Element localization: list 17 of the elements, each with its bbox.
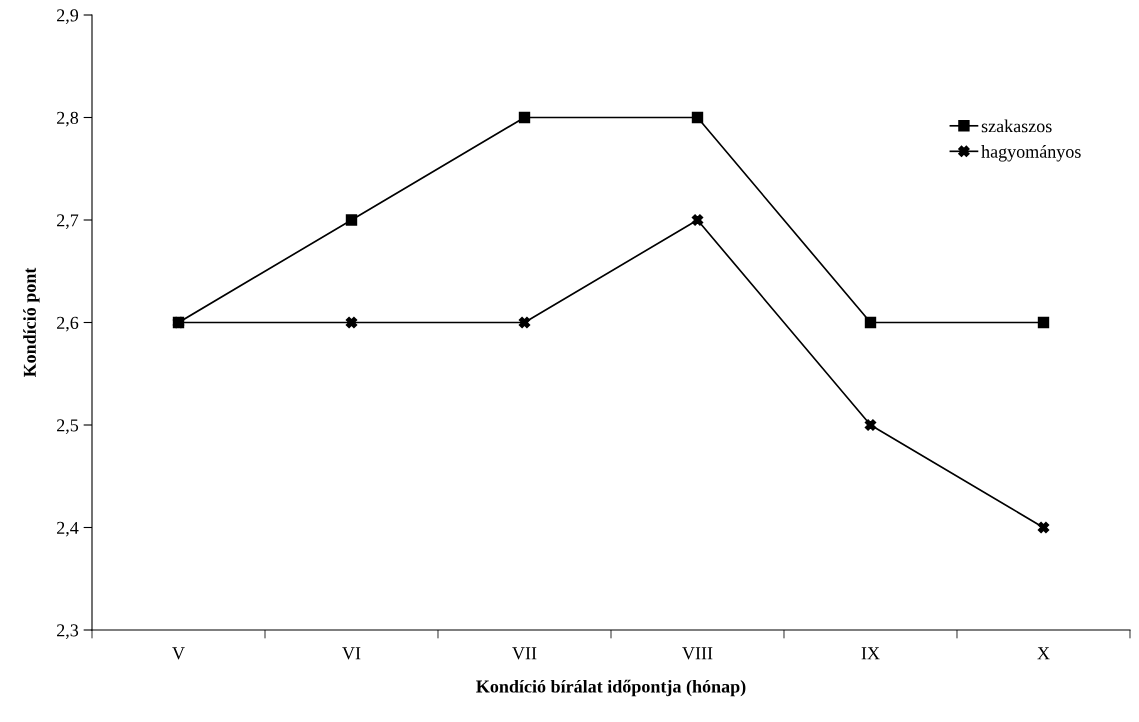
x-tick-label: VI <box>342 647 361 660</box>
y-tick-label: 2,7 <box>57 214 79 230</box>
y-tick-label: 2,3 <box>57 624 79 640</box>
legend-label: szakaszos <box>981 119 1052 133</box>
y-axis-title: Kondíció pont <box>23 267 40 378</box>
x-tick-label: X <box>1037 647 1050 660</box>
legend-label: hagyományos <box>981 145 1081 162</box>
x-axis-title: Kondíció bírálat időpontja (hónap) <box>476 679 746 697</box>
x-tick-label: V <box>172 647 185 660</box>
y-tick-label: 2,5 <box>57 419 79 435</box>
y-tick-label: 2,9 <box>57 9 79 25</box>
y-tick-label: 2,8 <box>57 111 79 127</box>
y-tick-label: 2,6 <box>57 316 79 332</box>
x-tick-label: VIII <box>682 647 713 660</box>
y-tick-label: 2,4 <box>57 521 79 537</box>
x-tick-label: IX <box>861 647 880 660</box>
x-tick-label: VII <box>512 647 537 660</box>
